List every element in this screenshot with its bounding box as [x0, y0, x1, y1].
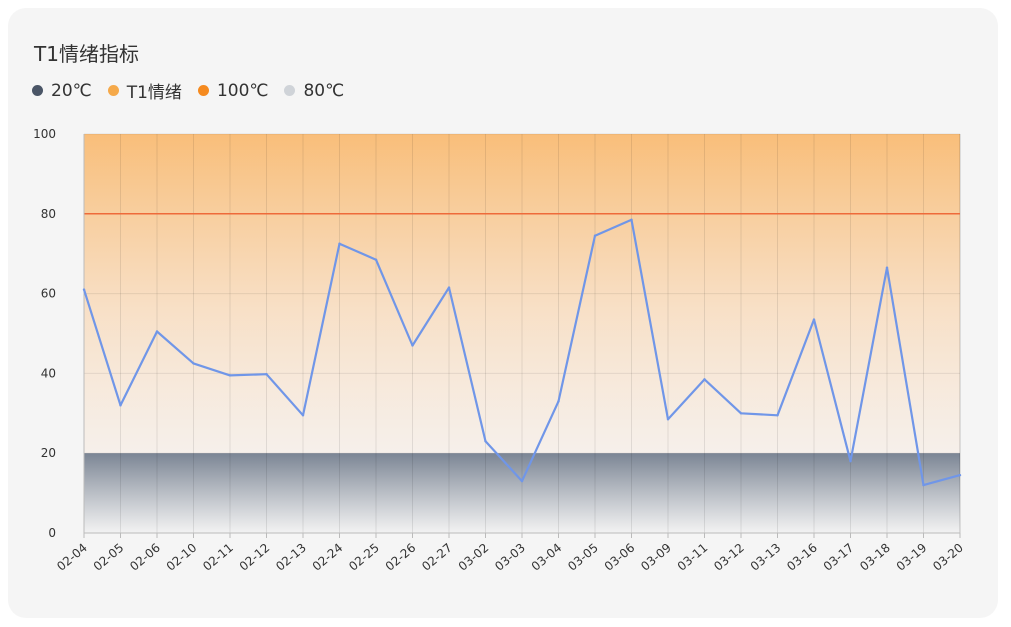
x-tick-label: 03-12: [711, 541, 747, 574]
x-tick-label: 03-03: [492, 541, 528, 574]
data-point: [301, 414, 305, 417]
data-point: [484, 440, 487, 443]
data-point: [776, 414, 779, 417]
y-tick-label: 20: [41, 446, 56, 460]
data-point: [155, 330, 159, 333]
x-tick-label: 02-04: [54, 541, 90, 574]
chart-title: T1情绪指标: [34, 42, 139, 66]
data-point: [885, 266, 889, 269]
x-tick-label: 02-26: [383, 541, 419, 574]
data-point: [520, 479, 524, 483]
x-tick-label: 02-05: [91, 541, 127, 574]
x-tick-label: 02-24: [310, 541, 346, 574]
x-tick-label: 02-06: [127, 541, 163, 574]
x-tick-label: 03-20: [930, 541, 966, 574]
band-lower: [84, 453, 960, 533]
x-tick-label: 03-13: [748, 541, 784, 574]
y-tick-label: 80: [41, 207, 56, 221]
data-point: [192, 362, 195, 365]
legend-swatch: [107, 85, 119, 96]
x-tick-label: 03-11: [675, 541, 711, 574]
legend-swatch: [197, 85, 209, 96]
data-point: [265, 372, 268, 376]
chart-legend: 20℃ T1情绪 100℃ 80℃: [32, 78, 344, 103]
data-point: [593, 234, 597, 237]
legend-label: 20℃: [51, 80, 92, 101]
x-tick-label: 02-11: [200, 541, 236, 574]
legend-item[interactable]: T1情绪: [107, 78, 182, 103]
data-point: [374, 258, 378, 261]
legend-item[interactable]: 20℃: [32, 81, 92, 101]
legend-swatch: [32, 85, 43, 96]
x-tick-label: 02-25: [346, 541, 382, 574]
y-tick-label: 0: [48, 526, 56, 540]
data-point: [812, 318, 816, 321]
data-point: [958, 473, 962, 477]
legend-swatch: [284, 85, 296, 96]
x-tick-label: 03-06: [602, 541, 638, 574]
data-point: [849, 459, 852, 463]
x-tick-label: 02-27: [419, 541, 455, 574]
data-point: [82, 288, 86, 291]
x-tick-label: 02-10: [164, 541, 200, 574]
data-point: [666, 418, 670, 421]
x-tick-label: 03-02: [456, 541, 492, 574]
band-upper: [84, 134, 960, 454]
data-point: [630, 218, 633, 221]
x-tick-label: 03-19: [894, 541, 930, 574]
legend-item[interactable]: 80℃: [284, 81, 344, 101]
x-tick-label: 02-13: [273, 541, 309, 574]
data-point: [557, 400, 560, 403]
data-point: [228, 374, 232, 377]
data-point: [338, 242, 341, 245]
legend-label: 80℃: [303, 80, 345, 101]
x-tick-label: 03-05: [565, 541, 601, 574]
data-point: [739, 412, 743, 415]
x-tick-label: 02-12: [237, 541, 273, 574]
y-tick-label: 40: [41, 366, 56, 380]
x-tick-label: 03-04: [529, 541, 565, 574]
x-tick-label: 03-17: [821, 541, 857, 574]
data-point: [119, 404, 122, 407]
data-point: [447, 286, 451, 289]
legend-label: 100℃: [216, 80, 269, 101]
data-point: [922, 483, 925, 487]
y-tick-label: 60: [41, 287, 56, 301]
x-tick-label: 03-09: [638, 541, 674, 574]
legend-label: T1情绪: [126, 83, 182, 103]
legend-item[interactable]: 100℃: [197, 80, 269, 101]
x-tick-label: 03-16: [784, 541, 820, 574]
y-tick-label: 100: [33, 127, 56, 141]
data-point: [703, 378, 706, 381]
x-tick-label: 03-18: [857, 541, 893, 574]
data-point: [411, 344, 414, 347]
